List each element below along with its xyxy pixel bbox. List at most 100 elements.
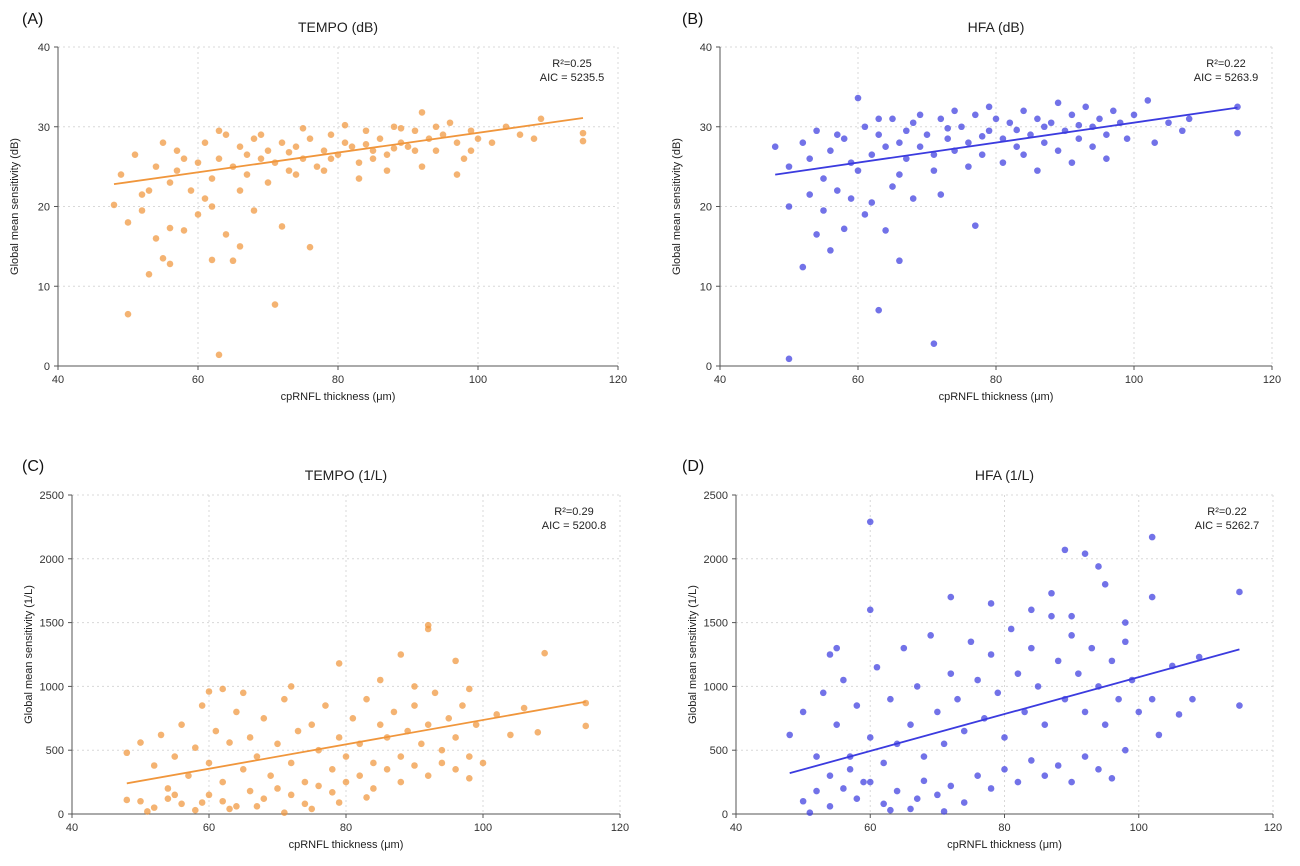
data-point [1195,653,1203,661]
data-point [940,740,948,748]
data-point [138,191,146,198]
data-point [840,785,847,792]
data-point [1014,670,1022,677]
data-point [827,247,834,254]
data-point [166,224,174,232]
data-point [233,708,240,716]
y-tick-label: 500 [710,745,728,757]
data-point [947,782,955,790]
scatter-series [110,109,587,359]
aic-label: AIC = 5262.7 [1195,520,1260,532]
data-point [909,119,917,127]
data-point [370,759,377,767]
data-point [1101,721,1109,728]
data-point [1081,753,1089,760]
data-point [579,137,587,145]
data-point [144,808,151,815]
data-point [786,731,793,739]
data-point [383,167,391,174]
data-point [322,702,329,709]
data-point [1088,644,1096,652]
data-point [1103,155,1110,162]
data-point [861,211,869,218]
data-point [124,219,132,226]
data-point [1165,119,1172,127]
data-point [785,203,793,210]
data-point [246,734,254,741]
data-point [452,657,459,665]
data-point [159,255,167,262]
data-point [432,147,440,154]
data-point [292,143,300,150]
data-point [1148,593,1156,601]
scatter-series [123,621,590,817]
data-point [820,175,827,182]
data-point [1096,115,1103,123]
y-tick-label: 40 [700,42,712,54]
data-point [1027,131,1034,139]
chart-title: HFA (dB) [968,19,1025,35]
y-tick-label: 1000 [704,681,728,693]
data-point [215,127,223,135]
data-point [1189,695,1196,703]
data-point [418,109,426,116]
data-point [978,133,986,140]
data-point [411,762,418,769]
data-point [507,731,514,739]
x-tick-label: 80 [990,374,1002,386]
data-point [947,593,955,601]
data-point [868,199,876,206]
data-point [363,794,370,801]
data-point [250,207,258,214]
data-point [446,119,454,127]
data-point [173,147,181,154]
data-point [785,163,793,170]
data-point [164,785,172,792]
data-point [466,753,473,760]
data-point [934,708,941,716]
data-point [306,243,314,251]
data-point [909,195,917,202]
data-point [236,243,244,250]
y-tick-label: 1000 [40,681,64,693]
data-point [308,805,316,813]
data-point [985,103,993,111]
y-tick-label: 0 [44,361,50,373]
data-point [390,144,398,152]
data-point [198,702,206,709]
y-tick-label: 2000 [704,554,728,566]
x-tick-label: 60 [192,374,204,386]
data-point [1020,107,1027,115]
data-point [166,179,174,186]
data-point [123,749,131,757]
data-point [960,799,968,806]
chart-panel-0: (A) TEMPO (dB) 40 60 80 100 120 0 10 20 30 40 cpRNFL… [9,11,627,403]
data-point [253,753,261,760]
data-point [920,777,928,785]
y-axis-label: Global mean sensitivity (dB) [671,138,683,275]
x-tick-label: 120 [611,822,629,834]
data-point [896,257,903,265]
data-point [1054,99,1062,107]
data-point [212,727,220,735]
data-point [799,139,807,146]
data-point [880,759,887,767]
y-tick-label: 2000 [40,554,64,566]
data-point [806,155,813,162]
data-point [987,600,995,607]
data-point [219,685,226,693]
data-point [806,809,814,817]
data-point [178,721,185,728]
y-tick-label: 1500 [704,618,728,630]
data-point [1020,151,1027,158]
data-point [1122,619,1129,626]
data-point [1028,644,1035,652]
data-point [1014,778,1022,786]
data-point [799,263,807,271]
data-point [1001,766,1008,773]
data-point [355,159,363,166]
x-tick-label: 80 [332,374,344,386]
data-point [965,163,972,170]
data-point [992,115,1000,123]
